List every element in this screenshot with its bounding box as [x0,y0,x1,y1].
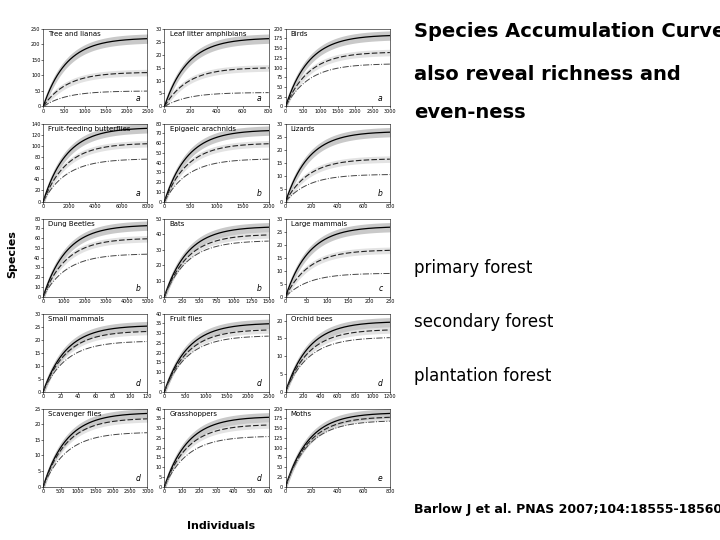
Text: Moths: Moths [291,411,312,417]
Text: Tree and lianas: Tree and lianas [48,31,102,37]
Text: secondary forest: secondary forest [414,313,554,331]
Text: a: a [257,93,261,103]
Text: b: b [135,284,140,293]
Text: Grasshoppers: Grasshoppers [170,411,217,417]
Text: Fruit-feeding butterflies: Fruit-feeding butterflies [48,126,131,132]
Text: Small mammals: Small mammals [48,316,104,322]
Text: Species Accumulation Curves: Species Accumulation Curves [414,22,720,40]
Text: Scavenger flies: Scavenger flies [48,411,102,417]
Text: Dung Beetles: Dung Beetles [48,221,95,227]
Text: Barlow J et al. PNAS 2007;104:18555-18560: Barlow J et al. PNAS 2007;104:18555-1856… [414,503,720,516]
Text: b: b [256,188,261,198]
Text: d: d [256,379,261,388]
Text: c: c [378,284,382,293]
Text: a: a [135,93,140,103]
Text: Large mammals: Large mammals [291,221,347,227]
Text: Epigaeic arachnids: Epigaeic arachnids [170,126,235,132]
Text: a: a [378,93,382,103]
Text: d: d [135,379,140,388]
Text: Birds: Birds [291,31,308,37]
Text: Leaf litter amphibians: Leaf litter amphibians [170,31,246,37]
Text: primary forest: primary forest [414,259,532,277]
Text: d: d [135,474,140,483]
Text: e: e [378,474,382,483]
Text: d: d [256,474,261,483]
Text: Species: Species [7,230,17,278]
Text: Lizards: Lizards [291,126,315,132]
Text: b: b [256,284,261,293]
Text: Fruit flies: Fruit flies [170,316,202,322]
Text: plantation forest: plantation forest [414,367,552,385]
Text: Bats: Bats [170,221,185,227]
Text: b: b [378,188,382,198]
Text: d: d [378,379,382,388]
Text: a: a [135,188,140,198]
Text: Orchid bees: Orchid bees [291,316,333,322]
Text: Individuals: Individuals [187,521,256,531]
Text: even-ness: even-ness [414,103,526,122]
Text: also reveal richness and: also reveal richness and [414,65,680,84]
